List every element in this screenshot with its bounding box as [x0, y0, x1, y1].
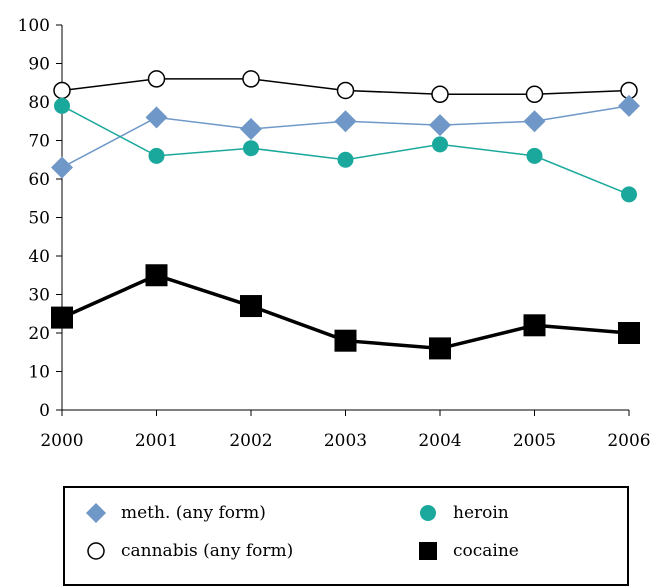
data-point-cannabis — [336, 81, 355, 100]
data-point-cocaine — [523, 314, 546, 337]
data-point-heroin — [243, 140, 259, 157]
y-tick-label: 60 — [28, 170, 50, 190]
filled-circle-marker-icon — [417, 502, 439, 524]
data-point-heroin — [432, 136, 448, 153]
data-point-meth — [618, 94, 640, 117]
x-tick-label: 2005 — [513, 431, 556, 451]
data-point-meth — [334, 110, 357, 133]
data-point-meth — [523, 110, 546, 133]
data-point-cocaine — [51, 306, 73, 329]
data-point-heroin — [54, 97, 70, 114]
x-tick-label: 2001 — [135, 431, 178, 451]
y-tick-label: 70 — [28, 132, 50, 152]
legend-label-meth: meth. (any form) — [121, 503, 266, 523]
y-tick-label: 10 — [28, 363, 50, 383]
data-point-cannabis — [147, 70, 166, 88]
y-tick-label: 40 — [28, 247, 50, 267]
data-point-cannabis — [525, 85, 544, 104]
x-tick-label: 2003 — [324, 431, 367, 451]
data-point-meth — [145, 106, 168, 129]
legend-item-heroin: heroin — [417, 502, 509, 524]
y-tick-label: 50 — [28, 209, 50, 229]
data-point-cocaine — [240, 295, 262, 318]
legend-label-cannabis: cannabis (any form) — [121, 541, 294, 561]
data-point-heroin — [526, 147, 543, 164]
square-marker-icon — [417, 540, 439, 562]
x-tick-label: 2006 — [607, 431, 650, 451]
y-tick-label: 20 — [28, 324, 50, 344]
data-point-cannabis — [242, 70, 260, 88]
data-point-cannabis — [431, 85, 449, 104]
data-point-heroin — [337, 151, 354, 168]
open-circle-marker-icon — [85, 540, 107, 562]
data-point-meth — [429, 114, 451, 137]
data-point-cocaine — [145, 264, 168, 287]
data-point-cocaine — [334, 329, 357, 352]
data-point-cocaine — [429, 337, 451, 360]
axes: 0 10 20 30 40 50 60 70 80 90 100 2000 2001 2002 2003 20… — [18, 16, 651, 451]
y-tick-label: 90 — [28, 55, 50, 75]
series-heroin — [54, 97, 637, 203]
diamond-marker-icon — [85, 502, 107, 524]
legend-item-cannabis: cannabis (any form) — [85, 540, 293, 562]
series-cannabis — [53, 70, 638, 104]
data-point-cocaine — [618, 322, 640, 344]
legend-label-heroin: heroin — [453, 503, 509, 523]
series-layer — [51, 70, 640, 360]
x-tick-label: 2004 — [418, 431, 461, 451]
data-point-cannabis — [53, 81, 71, 100]
line-chart: 0 10 20 30 40 50 60 70 80 90 100 2000 2001 2002 2003 20… — [18, 16, 651, 451]
data-point-heroin — [148, 147, 165, 164]
legend-item-cocaine: cocaine — [417, 540, 519, 562]
y-tick-label: 30 — [28, 286, 50, 306]
series-cocaine — [51, 264, 640, 360]
y-tick-label: 80 — [28, 93, 50, 113]
data-point-meth — [240, 117, 262, 140]
data-point-heroin — [621, 186, 637, 203]
data-point-meth — [51, 156, 73, 179]
y-tick-label: 100 — [18, 16, 50, 36]
legend-label-cocaine: cocaine — [453, 541, 519, 561]
y-tick-label: 0 — [39, 401, 50, 421]
x-tick-label: 2000 — [40, 431, 83, 451]
series-meth — [51, 94, 640, 179]
legend: meth. (any form) heroin cannabis (any fo… — [63, 486, 629, 586]
legend-item-meth: meth. (any form) — [85, 502, 266, 524]
x-tick-label: 2002 — [229, 431, 272, 451]
